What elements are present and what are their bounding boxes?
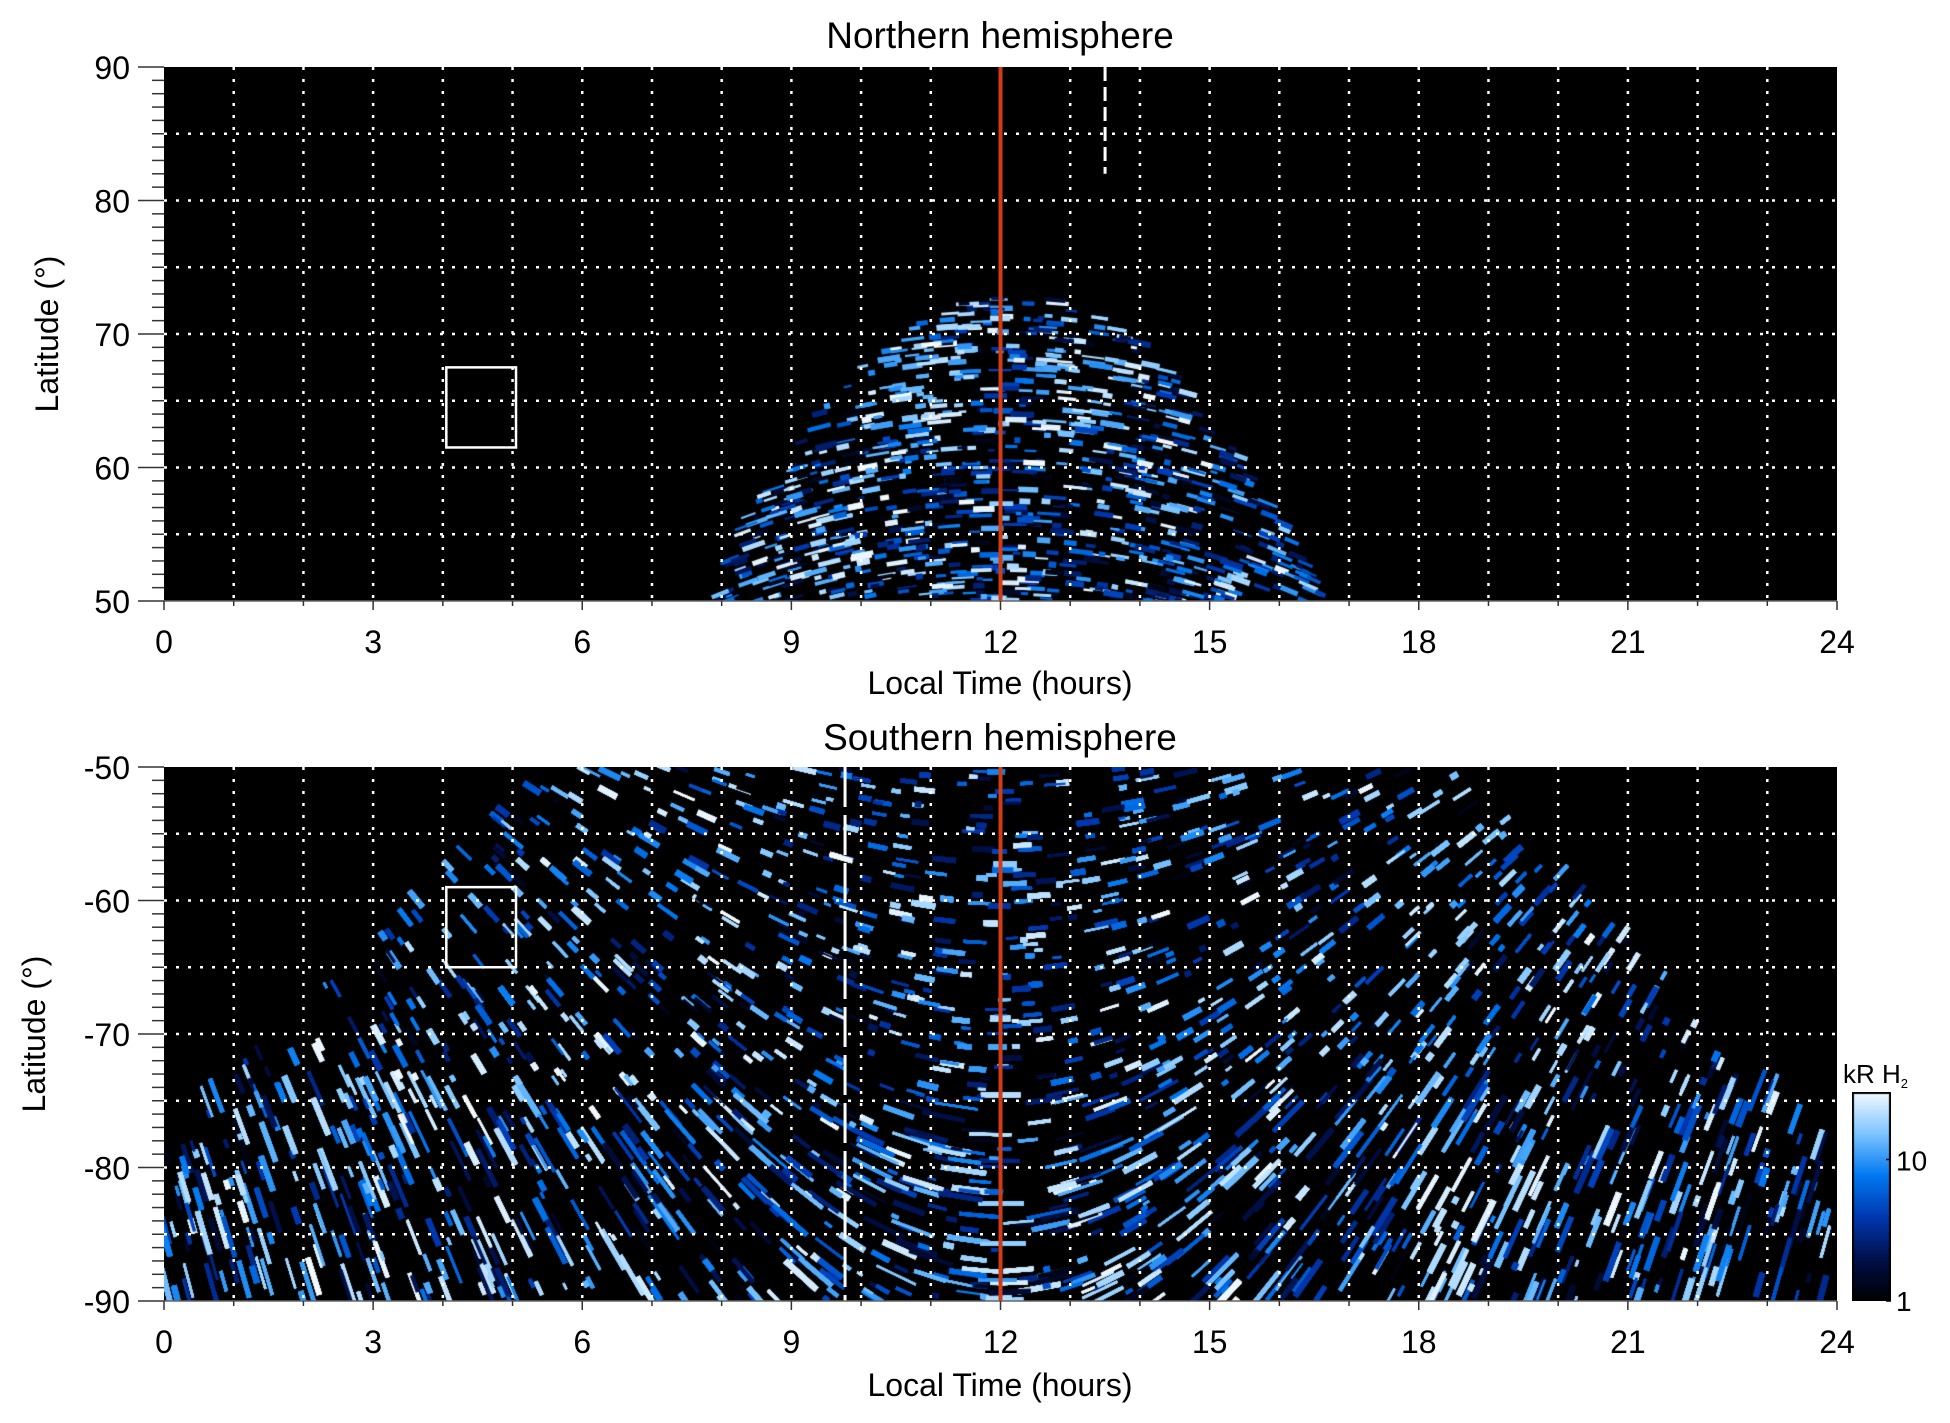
x-tick-label: 15 (1192, 624, 1228, 660)
x-tick-label: 6 (573, 624, 591, 660)
y-tick-label: -80 (84, 1151, 130, 1187)
x-tick-label: 3 (364, 1324, 382, 1360)
x-tick-label: 3 (364, 624, 382, 660)
south-ylabel: Latitude (°) (16, 956, 52, 1113)
x-tick-label: 21 (1610, 1324, 1646, 1360)
x-tick-label: 0 (155, 624, 173, 660)
colorbar-label-text: kR H (1843, 1059, 1901, 1089)
colorbar-tick-label: 10 (1896, 1146, 1927, 1177)
south-xlabel: Local Time (hours) (868, 1367, 1133, 1403)
x-tick-label: 6 (573, 1324, 591, 1360)
y-tick-label: -50 (84, 750, 130, 786)
x-tick-label: 18 (1401, 1324, 1437, 1360)
y-tick-label: -60 (84, 884, 130, 920)
colorbar-label-subscript: 2 (1901, 1076, 1908, 1091)
x-tick-label: 24 (1819, 1324, 1855, 1360)
x-tick-label: 21 (1610, 624, 1646, 660)
north-xlabel: Local Time (hours) (868, 665, 1133, 701)
y-tick-label: 90 (94, 50, 130, 86)
colorbar-gradient (1852, 1092, 1891, 1301)
region-box (445, 885, 518, 969)
y-tick-label: 70 (94, 317, 130, 353)
x-tick-label: 18 (1401, 624, 1437, 660)
south-title: Southern hemisphere (823, 717, 1177, 758)
x-tick-label: 0 (155, 1324, 173, 1360)
north-ylabel: Latitude (°) (29, 256, 65, 413)
x-tick-label: 9 (782, 624, 800, 660)
y-tick-label: 80 (94, 184, 130, 220)
colorbar-label: kR H2 (1843, 1059, 1908, 1091)
north-title: Northern hemisphere (826, 15, 1174, 56)
x-tick-label: 24 (1819, 624, 1855, 660)
region-box (445, 366, 518, 449)
x-tick-label: 9 (782, 1324, 800, 1360)
x-tick-label: 12 (983, 1324, 1019, 1360)
x-tick-label: 15 (1192, 1324, 1228, 1360)
y-tick-label: 50 (94, 584, 130, 620)
colorbar-tick-label: 1 (1896, 1286, 1912, 1317)
y-tick-label: 60 (94, 451, 130, 487)
x-tick-label: 12 (983, 624, 1019, 660)
y-tick-label: -70 (84, 1017, 130, 1053)
y-tick-label: -90 (84, 1284, 130, 1320)
